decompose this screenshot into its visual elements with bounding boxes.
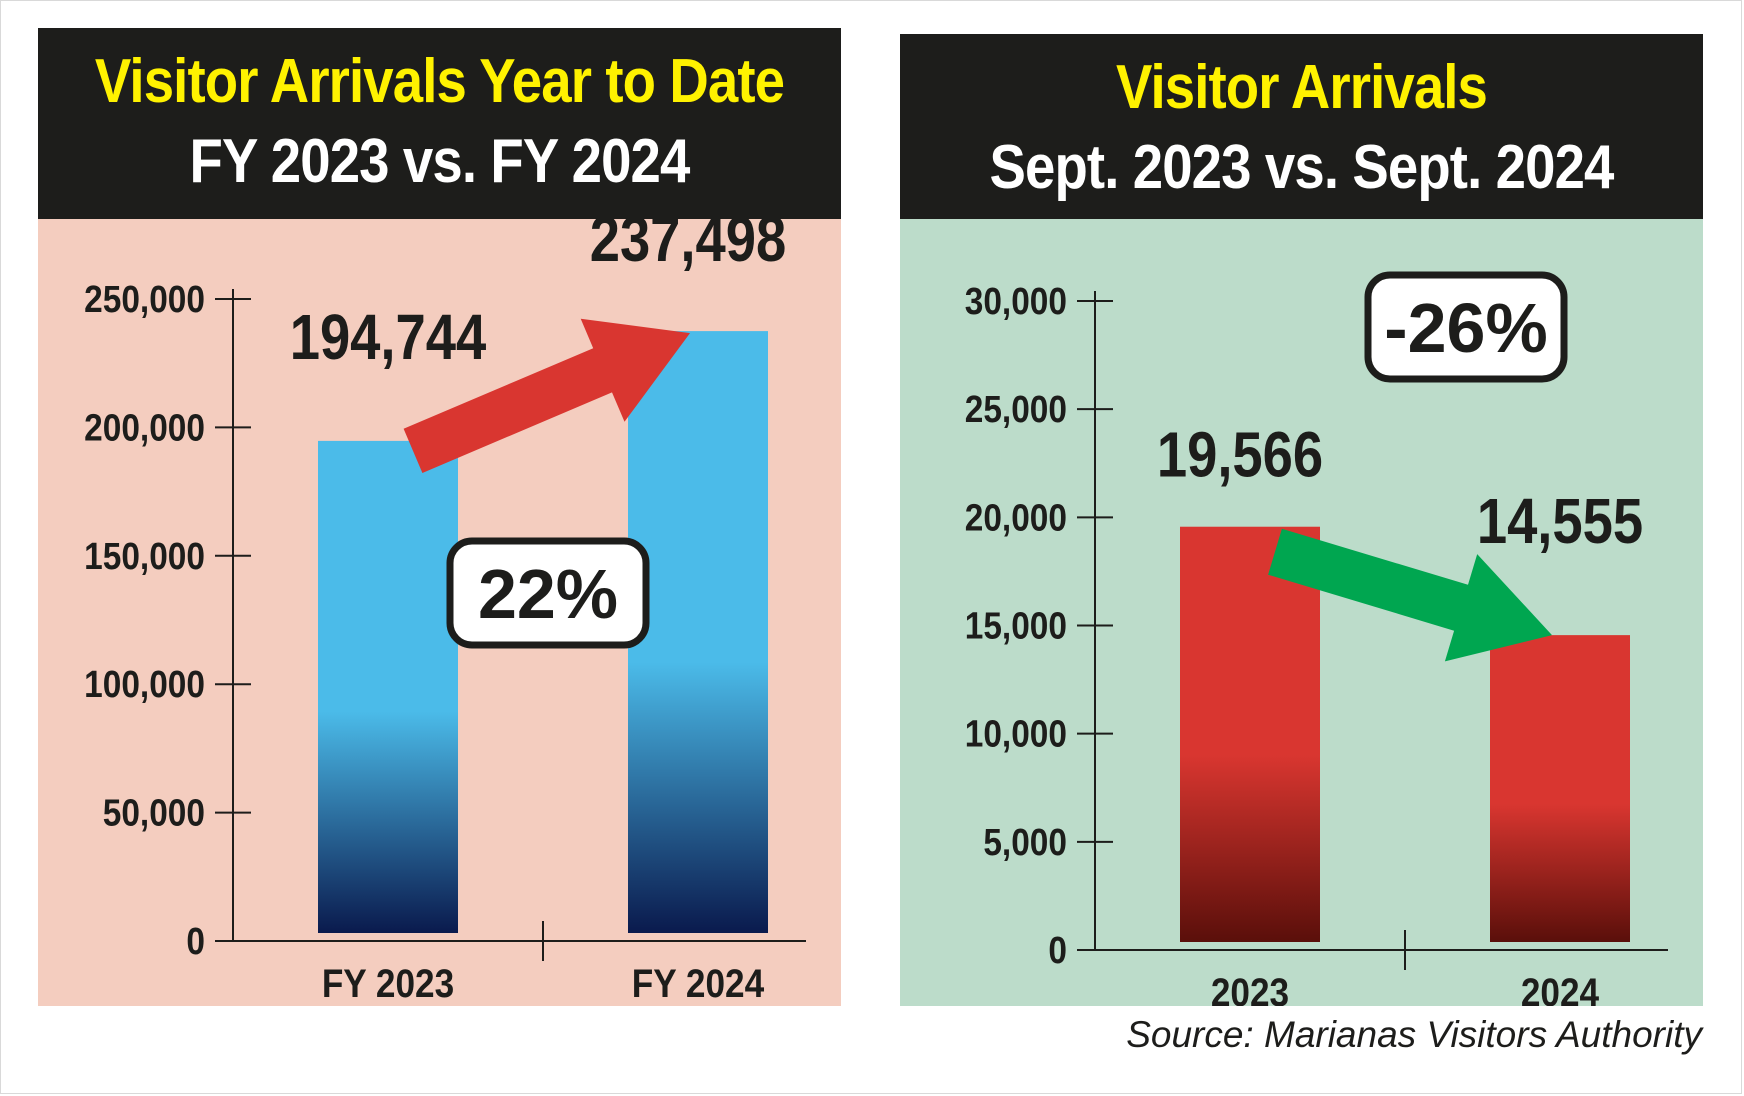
chart-subtitle: FY 2023 vs. FY 2024	[189, 127, 691, 196]
y-tick-label: 200,000	[84, 406, 205, 448]
y-tick-label: 20,000	[965, 496, 1067, 538]
chart-title: Visitor Arrivals Year to Date	[94, 47, 785, 116]
y-tick-label: 50,000	[103, 792, 205, 834]
trend-arrow-up	[403, 318, 690, 473]
bar	[1490, 635, 1630, 942]
chart-panel-september: Visitor Arrivals Sept. 2023 vs. Sept. 20…	[900, 34, 1703, 1006]
y-tick-label: 100,000	[84, 663, 205, 705]
change-percent-label: 22%	[478, 555, 618, 633]
y-tick-label: 5,000	[983, 821, 1067, 863]
data-label: 237,498	[590, 219, 787, 275]
chart-header: Visitor Arrivals Sept. 2023 vs. Sept. 20…	[900, 34, 1703, 219]
source-note: Source: Marianas Visitors Authority	[1126, 1014, 1702, 1055]
chart-title: Visitor Arrivals	[1115, 53, 1488, 122]
data-label: 14,555	[1477, 485, 1643, 557]
chart-plot-area: 0 5,000 10,000 15,000 20,000 25,000 30,000 2023…	[900, 219, 1703, 1006]
y-tick-label: 30,000	[965, 280, 1067, 322]
data-label: 194,744	[290, 301, 487, 373]
x-tick-label: FY 2023	[322, 961, 454, 1006]
change-badge	[1364, 271, 1568, 383]
chart-panel-fy-ytd: Visitor Arrivals Year to Date FY 2023 vs…	[38, 28, 841, 1006]
y-tick-label: 10,000	[965, 713, 1067, 755]
bar	[318, 440, 458, 933]
y-tick-label: 15,000	[965, 605, 1067, 647]
x-tick-label: 2024	[1521, 970, 1599, 1006]
change-percent-label: -26%	[1384, 289, 1547, 367]
trend-arrow-down	[1268, 528, 1552, 662]
bar	[628, 331, 768, 934]
bar	[1180, 526, 1320, 942]
y-tick-label: 25,000	[965, 388, 1067, 430]
chart-plot-area: 0 50,000 100,000 150,000 200,000 250,000 FY 20…	[38, 219, 841, 1006]
x-tick-label: FY 2024	[632, 961, 764, 1006]
x-tick-label: 2023	[1211, 970, 1289, 1006]
change-badge	[446, 537, 650, 649]
data-label: 19,566	[1157, 419, 1323, 491]
bar-chart-fy-ytd: 0 50,000 100,000 150,000 200,000 250,000 FY 20…	[84, 219, 806, 1006]
chart-subtitle: Sept. 2023 vs. Sept. 2024	[989, 133, 1614, 202]
y-tick-label: 0	[186, 920, 205, 962]
y-tick-label: 250,000	[84, 278, 205, 320]
y-tick-label: 150,000	[84, 535, 205, 577]
chart-header: Visitor Arrivals Year to Date FY 2023 vs…	[38, 28, 841, 219]
bar-chart-september: 0 5,000 10,000 15,000 20,000 25,000 30,000 2023…	[965, 271, 1668, 1006]
y-tick-label: 0	[1048, 929, 1067, 971]
